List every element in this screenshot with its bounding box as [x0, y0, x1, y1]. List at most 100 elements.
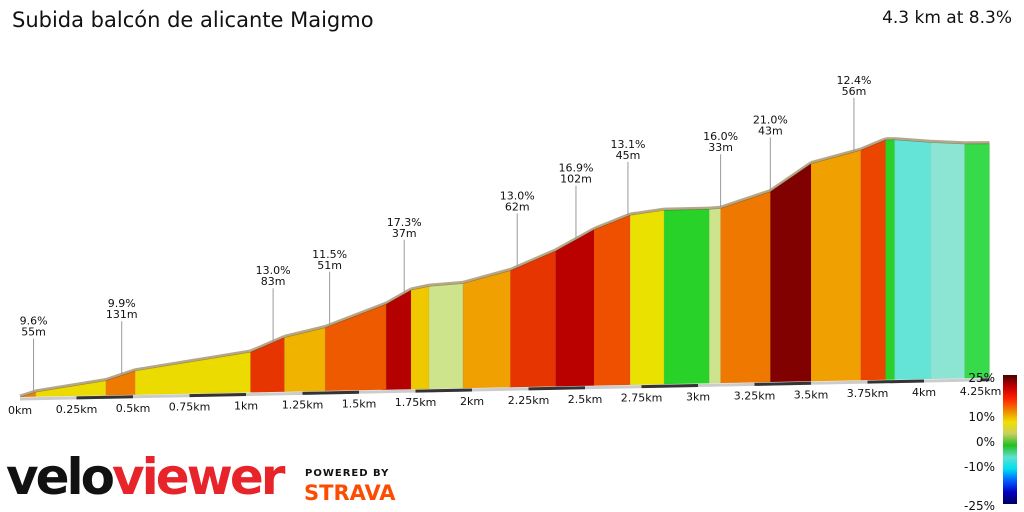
veloviewer-logo: veloviewer: [6, 448, 285, 506]
profile-top-edge: [860, 137, 887, 151]
annotation-length: 83m: [261, 275, 286, 288]
annotation-gradient: 16.9%: [558, 162, 593, 175]
x-tick-label: 0.75km: [169, 401, 211, 414]
annotation-gradient: 11.5%: [312, 248, 347, 261]
distance-marker: [189, 393, 247, 398]
profile-top-edge: [664, 206, 710, 211]
distance-marker: [76, 395, 134, 400]
x-tick-label: 3.75km: [847, 387, 889, 400]
annotation-gradient: 17.3%: [387, 216, 422, 229]
annotation-length: 37m: [392, 227, 417, 240]
profile-segment: [428, 282, 464, 390]
x-tick-label: 1.5km: [342, 397, 377, 410]
profile-segment: [810, 149, 862, 382]
x-tick-label: 4km: [912, 386, 936, 399]
powered-by-label: POWERED BY: [305, 468, 390, 479]
profile-top-edge: [249, 334, 286, 353]
distance-marker: [302, 390, 360, 395]
annotation-gradient: 13.1%: [610, 138, 645, 151]
annotation-length: 102m: [560, 173, 592, 186]
profile-top-edge: [554, 227, 595, 252]
profile-top-edge: [135, 349, 251, 372]
profile-segment: [134, 351, 251, 396]
x-tick-label: 0.5km: [116, 402, 151, 415]
annotation-length: 131m: [106, 308, 138, 321]
profile-segment: [324, 303, 387, 392]
profile-top-edge: [385, 287, 412, 305]
x-tick-label: 2.5km: [568, 393, 603, 406]
legend-label: 25%: [968, 371, 995, 385]
profile-top-edge: [894, 137, 931, 143]
distance-marker: [867, 379, 925, 384]
profile-top-edge: [810, 147, 862, 165]
profile-segment: [593, 214, 631, 386]
profile-segment: [770, 163, 812, 383]
profile-segment: [894, 139, 932, 380]
annotation-length: 45m: [616, 149, 641, 162]
profile-segment: [964, 143, 990, 379]
distance-marker: [415, 388, 473, 393]
distance-marker: [528, 386, 586, 391]
profile-segment: [410, 285, 430, 390]
x-tick-label: 2km: [460, 395, 484, 408]
profile-top-edge: [462, 267, 511, 284]
distance-marker: [754, 381, 812, 386]
annotation-gradient: 21.0%: [753, 113, 788, 126]
profile-segment: [555, 228, 595, 387]
profile-segment: [510, 250, 556, 388]
x-tick-label: 1km: [234, 400, 258, 413]
annotation-length: 51m: [317, 259, 342, 272]
profile-segment: [708, 207, 721, 384]
profile-top-edge: [593, 212, 631, 230]
profile-top-edge: [509, 248, 557, 271]
x-tick-label: 0km: [8, 404, 32, 417]
annotation-length: 55m: [21, 326, 46, 339]
profile-top-edge: [709, 205, 721, 210]
annotation-gradient: 13.0%: [500, 189, 535, 202]
profile-top-edge: [428, 280, 464, 287]
climb-title: Subida balcón de alicante Maigmo: [12, 8, 374, 32]
climb-summary: 4.3 km at 8.3%: [882, 8, 1012, 28]
profile-top-edge: [629, 207, 665, 216]
profile-top-edge: [720, 189, 771, 209]
legend-label: 0%: [976, 435, 995, 449]
x-tick-label: 3.5km: [794, 388, 829, 401]
annotation-length: 56m: [842, 85, 867, 98]
annotation-gradient: 9.6%: [20, 315, 48, 328]
legend-label: 10%: [968, 410, 995, 424]
annotation-gradient: 12.4%: [836, 74, 871, 87]
strava-logo: STRAVA: [304, 481, 396, 505]
profile-top-edge: [930, 139, 965, 145]
baseline: [19, 378, 990, 401]
profile-top-edge: [410, 283, 430, 291]
profile-segment: [885, 139, 895, 381]
legend-label: -25%: [964, 499, 995, 512]
profile-segment: [284, 327, 326, 393]
x-tick-label: 4.25km: [960, 385, 1002, 398]
profile-segment: [860, 139, 886, 381]
profile-segment: [629, 209, 665, 386]
distance-marker: [641, 384, 699, 389]
x-tick-label: 3.25km: [734, 389, 776, 402]
profile-top-edge: [324, 301, 387, 328]
x-tick-label: 2.75km: [621, 392, 663, 405]
x-tick-label: 1.75km: [395, 396, 437, 409]
annotation-length: 62m: [505, 200, 530, 213]
profile-segment: [462, 269, 511, 389]
profile-segment: [720, 191, 771, 384]
profile-segment: [385, 289, 412, 391]
x-tick-label: 1.25km: [282, 398, 324, 411]
annotation-gradient: 9.9%: [108, 297, 136, 310]
x-tick-label: 2.25km: [508, 394, 550, 407]
x-tick-label: 0.25km: [56, 403, 98, 416]
x-tick-label: 3km: [686, 391, 710, 404]
legend-label: -10%: [964, 460, 995, 474]
annotation-length: 33m: [708, 141, 733, 154]
profile-segment: [250, 336, 285, 393]
annotation-length: 43m: [758, 124, 783, 137]
profile-top-edge: [769, 161, 812, 192]
profile-segment: [930, 141, 965, 380]
profile-top-edge: [35, 378, 107, 393]
annotation-gradient: 16.0%: [703, 130, 738, 143]
annotation-gradient: 13.0%: [256, 264, 291, 277]
